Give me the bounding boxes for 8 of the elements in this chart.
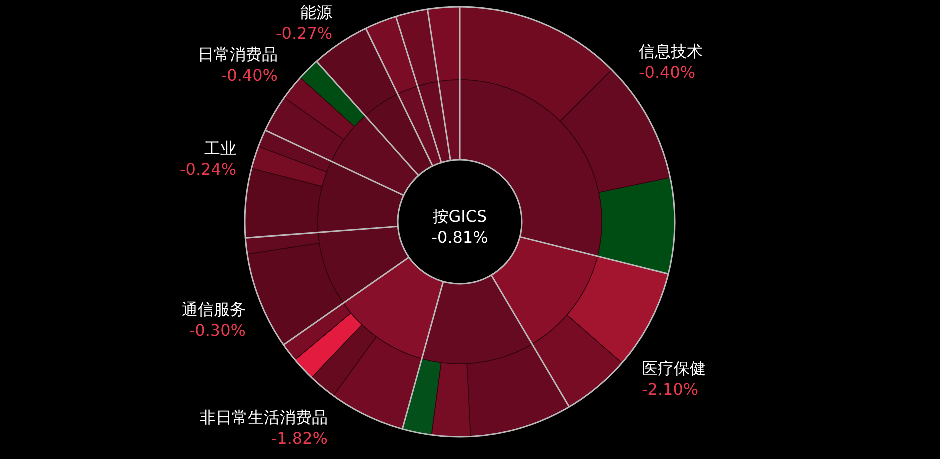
text: 按GICS -0.81% xyxy=(432,207,488,247)
slice-label: 信息技术 -0.40% xyxy=(639,42,703,82)
slice-label: 非日常生活消费品 -1.82% xyxy=(200,408,328,448)
slice-label: 能源 -0.27% xyxy=(276,3,333,43)
slice-label: 工业 -0.24% xyxy=(180,139,237,179)
slice-label: 日常消费品 -0.40% xyxy=(198,45,278,85)
slice-label: 通信服务 -0.30% xyxy=(182,300,246,340)
slice-label: 医疗保健 -2.10% xyxy=(642,359,706,399)
